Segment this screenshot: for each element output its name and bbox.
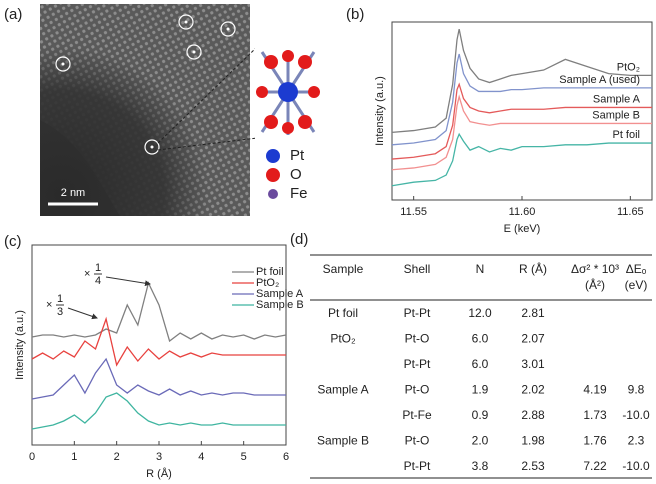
table-cell: Pt-Pt	[404, 357, 431, 371]
table-cell: 2.3	[628, 434, 645, 448]
legend-marker	[266, 149, 280, 163]
series-line	[391, 94, 652, 171]
x-tick-label: 4	[198, 451, 204, 463]
x-tick-label: 2	[114, 451, 120, 463]
series-line	[31, 357, 286, 400]
series-label: PtO₂	[617, 61, 640, 73]
series-line	[391, 53, 652, 146]
annotation: 3	[57, 306, 63, 318]
micrograph	[40, 4, 258, 216]
series-line	[391, 132, 652, 187]
table-header: ΔEₒ	[626, 262, 647, 276]
legend-marker	[266, 168, 280, 182]
table-cell: PtO₂	[330, 332, 356, 346]
series-line	[31, 281, 287, 343]
x-tick-label: 11.65	[617, 206, 644, 218]
table-cell: 3.01	[521, 357, 545, 371]
x-axis-label: R (Å)	[146, 467, 172, 480]
table-cell: 0.9	[472, 408, 489, 422]
legend-marker	[268, 189, 278, 199]
x-tick-label: 11.60	[509, 206, 536, 218]
panel-label: (c)	[4, 233, 22, 250]
panel-label: (b)	[346, 6, 364, 23]
table-cell: 2.81	[521, 306, 545, 320]
y-axis-label: Intensity (a.u.)	[14, 310, 26, 380]
table-cell: 9.8	[628, 383, 645, 397]
table-cell: Sample A	[317, 383, 368, 397]
table-header: Shell	[404, 262, 431, 276]
legend-label: Sample A	[256, 288, 304, 300]
table-cell: 2.07	[521, 332, 545, 346]
table-header: R (Å)	[519, 261, 547, 276]
legend-label: PtO₂	[256, 277, 279, 289]
table-cell: Pt foil	[328, 306, 358, 320]
table-cell: 1.9	[472, 383, 489, 397]
legend-label: Pt foil	[256, 266, 284, 278]
table-cell: Pt-Pt	[404, 459, 431, 473]
series-line	[31, 392, 286, 430]
table-header: Δσ² * 10³	[571, 262, 619, 276]
annotation-arrow	[67, 307, 98, 320]
legend-label: O	[290, 166, 302, 183]
series-line	[391, 82, 652, 160]
table-cell: 12.0	[468, 306, 492, 320]
x-tick-label: 6	[283, 451, 289, 463]
table-cell: 6.0	[472, 332, 489, 346]
annotation-arrow	[105, 276, 151, 287]
legend-label: Pt	[290, 147, 305, 164]
table-cell: 7.22	[583, 459, 607, 473]
x-tick-label: 1	[71, 451, 77, 463]
table-cell: Pt-Fe	[402, 408, 432, 422]
table-header: Sample	[323, 262, 364, 276]
y-axis-label: Intensity (a.u.)	[374, 76, 386, 146]
scale-bar-label: 2 nm	[61, 187, 85, 199]
table-cell: Sample B	[317, 434, 369, 448]
table-cell: 2.88	[521, 408, 545, 422]
series-label: Pt foil	[612, 129, 640, 141]
table-header: (eV)	[625, 278, 648, 292]
table-cell: 6.0	[472, 357, 489, 371]
x-tick-label: 3	[156, 451, 162, 463]
table-cell: 1.76	[583, 434, 607, 448]
series-line	[31, 316, 286, 367]
table-cell: 4.19	[583, 383, 607, 397]
legend-label: Sample B	[256, 299, 304, 311]
x-tick-label: 5	[241, 451, 247, 463]
table-cell: -10.0	[622, 408, 650, 422]
x-tick-label: 0	[29, 451, 35, 463]
series-label: Sample B	[592, 109, 640, 121]
series-label: Sample A (used)	[559, 74, 640, 86]
series-label: Sample A	[593, 93, 641, 105]
panel-label: (d)	[290, 231, 308, 248]
table-rules	[310, 254, 652, 479]
table-cell: 3.8	[472, 459, 489, 473]
table-cell: Pt-O	[405, 434, 430, 448]
table-cell: Pt-Pt	[404, 306, 431, 320]
table-header: N	[476, 262, 485, 276]
legend-label: Fe	[290, 185, 308, 202]
series-line	[391, 28, 652, 134]
table-cell: 2.02	[521, 383, 545, 397]
structure-inset	[255, 45, 321, 139]
x-axis-label: E (keV)	[504, 223, 541, 235]
table-cell: 2.0	[472, 434, 489, 448]
plot-frame	[31, 244, 287, 446]
x-tick-label: 11.55	[400, 206, 427, 218]
table-cell: Pt-O	[405, 383, 430, 397]
table-cell: 1.73	[583, 408, 607, 422]
table-cell: 1.98	[521, 434, 545, 448]
annotation: 1	[57, 293, 63, 305]
annotation: ×	[46, 299, 52, 311]
table-cell: -10.0	[622, 459, 650, 473]
table-cell: Pt-O	[405, 332, 430, 346]
annotation: 4	[95, 275, 101, 287]
annotation: ×	[84, 268, 90, 280]
table-header: (Å²)	[585, 277, 605, 292]
table-cell: 2.53	[521, 459, 545, 473]
annotation: 1	[95, 262, 101, 274]
panel-label: (a)	[4, 6, 22, 23]
